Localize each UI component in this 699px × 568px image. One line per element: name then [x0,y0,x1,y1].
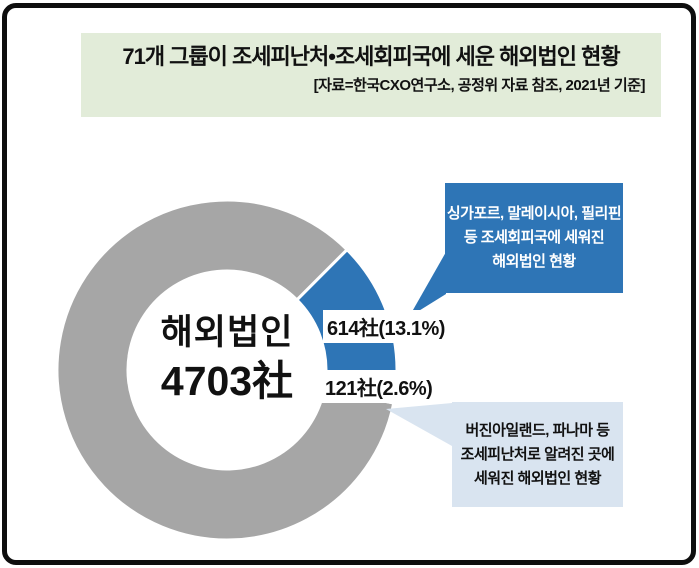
slice-label-tax-avoidance: 614社(13.1%) [323,310,449,343]
callout-pointer-light [386,403,452,446]
callout-tax-haven-line3: 세워진 해외법인 현황 [473,469,602,487]
callout-pointer-blue [409,252,446,317]
slice-label-tax-haven: 121社(2.6%) [321,370,437,403]
callout-tax-haven-line1: 버진아일랜드, 파나마 등 [465,421,610,439]
callout-tax-avoidance-line1: 싱가포르, 말레이시아, 필리핀 [446,205,622,222]
total-value: 4703社 [160,358,294,404]
callout-tax-avoidance-line3: 해외법인 현황 [492,253,576,270]
chart-title: 71개 그룹이 조세피난처•조세회피국에 세운 해외법인 현황 [122,44,620,69]
title-banner: 71개 그룹이 조세피난처•조세회피국에 세운 해외법인 현황 [자료=한국CX… [81,33,661,117]
callout-tax-avoidance-line2: 등 조세회피국에 세워진 [463,229,605,246]
donut-center-label: 해외법인 4703社 [117,313,337,405]
chart-source-note: [자료=한국CXO연구소, 공정위 자료 참조, 2021년 기준] [313,77,646,94]
callout-tax-avoidance: 싱가포르, 말레이시아, 필리핀 등 조세회피국에 세워진 해외법인 현황 [445,183,623,293]
total-label: 해외법인 [160,313,294,352]
callout-tax-haven: 버진아일랜드, 파나마 등 조세피난처로 알려진 곳에 세워진 해외법인 현황 [452,402,623,507]
callout-tax-haven-line2: 조세피난처로 알려진 곳에 [460,445,615,463]
donut-slice-0 [55,198,396,542]
